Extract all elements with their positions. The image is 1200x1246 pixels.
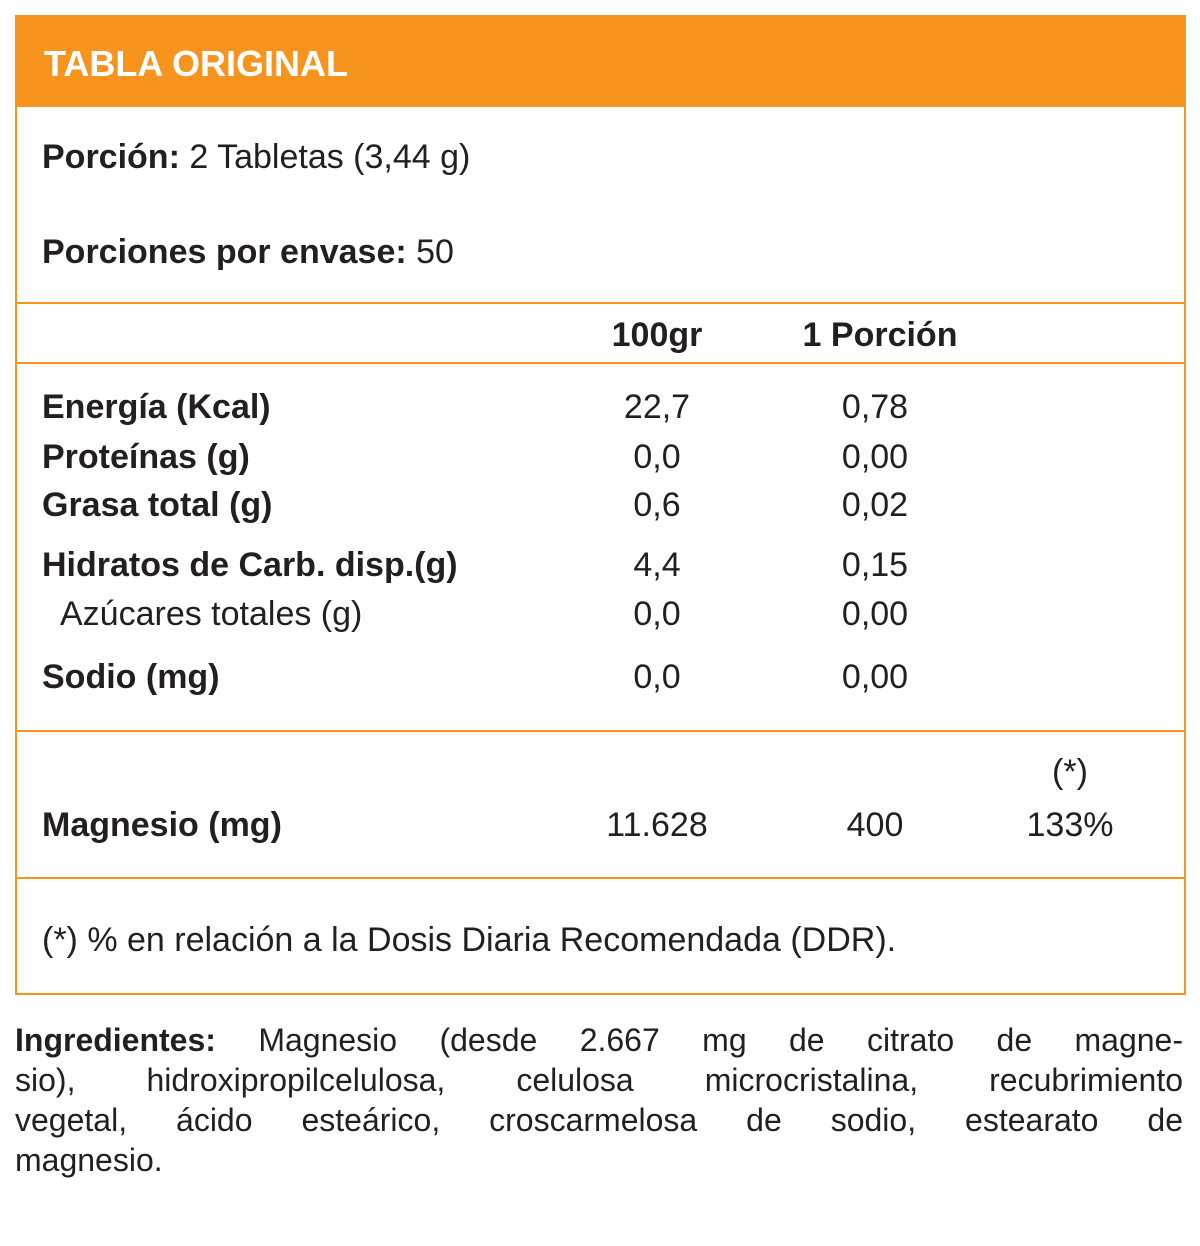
cell: 0,00 xyxy=(841,438,909,476)
ingredients-text: magnesio. xyxy=(15,1142,163,1178)
column-header: 100gr xyxy=(611,316,703,354)
ingredients-line: vegetal, ácido esteárico, croscarmelosa … xyxy=(15,1100,1183,1140)
divider xyxy=(17,730,1184,732)
value: 2 Tabletas (3,44 g) xyxy=(189,138,471,176)
cell: 11.628 xyxy=(606,806,708,844)
title: TABLA ORIGINAL xyxy=(44,43,348,84)
note-marker: (*) xyxy=(1052,753,1088,791)
value: 50 xyxy=(416,233,454,271)
column-header: 1 Porción xyxy=(802,316,958,354)
cell: 0,78 xyxy=(841,388,909,426)
row-label: Azúcares totales (g) xyxy=(60,595,363,633)
ingredients: Ingredientes: Magnesio (desde 2.667 mg d… xyxy=(15,1020,1183,1180)
portion: Porción: 2 Tabletas (3,44 g) xyxy=(42,137,470,177)
ingredients-text: sio), hidroxipropilcelulosa, celulosa mi… xyxy=(15,1062,1183,1098)
cell: 0,0 xyxy=(633,438,681,476)
divider xyxy=(17,362,1184,364)
row-label: Energía (Kcal) xyxy=(42,388,271,426)
cell: 0,00 xyxy=(841,595,909,633)
cell: 0,00 xyxy=(841,658,909,696)
servings: Porciones por envase: 50 xyxy=(42,232,454,272)
ingredients-text: vegetal, ácido esteárico, croscarmelosa … xyxy=(15,1102,1183,1138)
ingredients-line: magnesio. xyxy=(15,1140,1183,1180)
cell: 400 xyxy=(846,806,904,844)
row-label: Grasa total (g) xyxy=(42,486,273,524)
cell: 0,15 xyxy=(841,546,909,584)
cell: 0,0 xyxy=(633,658,681,696)
ingredients-text: Magnesio (desde 2.667 mg de citrato de m… xyxy=(258,1022,1183,1058)
cell: 133% xyxy=(1026,806,1114,844)
divider xyxy=(17,877,1184,879)
ingredients-label: Ingredientes: xyxy=(15,1022,216,1058)
nutrition-table: TABLA ORIGINAL Porción: 2 Tabletas (3,44… xyxy=(15,15,1186,995)
row-label: Magnesio (mg) xyxy=(42,806,282,844)
ingredients-line: sio), hidroxipropilcelulosa, celulosa mi… xyxy=(15,1060,1183,1100)
row-label: Hidratos de Carb. disp.(g) xyxy=(42,546,458,584)
cell: 0,02 xyxy=(841,486,909,524)
footnote: (*) % en relación a la Dosis Diaria Reco… xyxy=(42,921,897,959)
cell: 0,6 xyxy=(633,486,681,524)
ingredients-line: Ingredientes: Magnesio (desde 2.667 mg d… xyxy=(15,1020,1183,1060)
cell: 4,4 xyxy=(633,546,681,584)
row-label: Proteínas (g) xyxy=(42,438,250,476)
label: Porciones por envase: xyxy=(42,233,407,271)
header-bar: TABLA ORIGINAL xyxy=(17,17,1184,107)
row-label: Sodio (mg) xyxy=(42,658,220,696)
label: Porción: xyxy=(42,138,180,176)
cell: 0,0 xyxy=(633,595,681,633)
cell: 22,7 xyxy=(623,388,691,426)
divider xyxy=(17,302,1184,304)
